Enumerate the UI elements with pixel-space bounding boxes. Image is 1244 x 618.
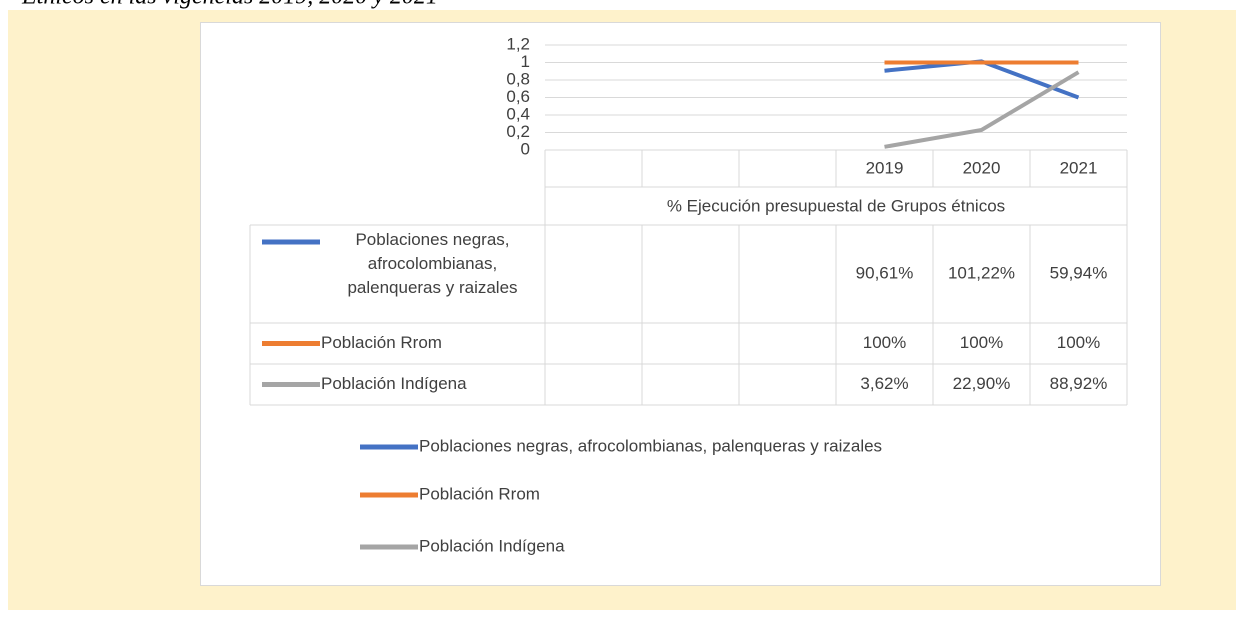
legend-label: Población Rrom xyxy=(419,484,540,503)
y-tick-label: 0,4 xyxy=(506,104,530,123)
data-table-value: 101,22% xyxy=(948,263,1015,282)
y-tick-label: 0,8 xyxy=(506,69,530,88)
y-tick-label: 1 xyxy=(521,52,530,71)
x-axis-title: % Ejecución presupuestal de Grupos étnic… xyxy=(667,196,1005,215)
x-tick-label: 2021 xyxy=(1060,158,1098,177)
data-table-value: 88,92% xyxy=(1050,374,1108,393)
caption: Étnicos en las vigencias 2019, 2020 y 20… xyxy=(21,0,438,10)
legend-label: Poblaciones negras, afrocolombianas, pal… xyxy=(419,436,882,455)
y-tick-label: 1,2 xyxy=(506,34,530,53)
x-tick-label: 2019 xyxy=(866,158,904,177)
data-table-value: 59,94% xyxy=(1050,263,1108,282)
data-table-value: 90,61% xyxy=(856,263,914,282)
data-table-value: 100% xyxy=(960,333,1003,352)
y-tick-label: 0,6 xyxy=(506,87,530,106)
data-table-value: 100% xyxy=(863,333,906,352)
y-tick-label: 0 xyxy=(521,139,530,158)
legend-label: Población Indígena xyxy=(419,536,565,555)
row-header: Poblaciones negras, afrocolombianas, pal… xyxy=(347,230,518,297)
series-line xyxy=(884,70,1080,149)
x-tick-label: 2020 xyxy=(963,158,1001,177)
y-tick-label: 0,2 xyxy=(506,122,530,141)
row-header: Población Rrom xyxy=(321,333,442,352)
row-header: Población Indígena xyxy=(321,374,467,393)
data-table-value: 22,90% xyxy=(953,374,1011,393)
data-table-value: 3,62% xyxy=(860,374,908,393)
data-table-value: 100% xyxy=(1057,333,1100,352)
